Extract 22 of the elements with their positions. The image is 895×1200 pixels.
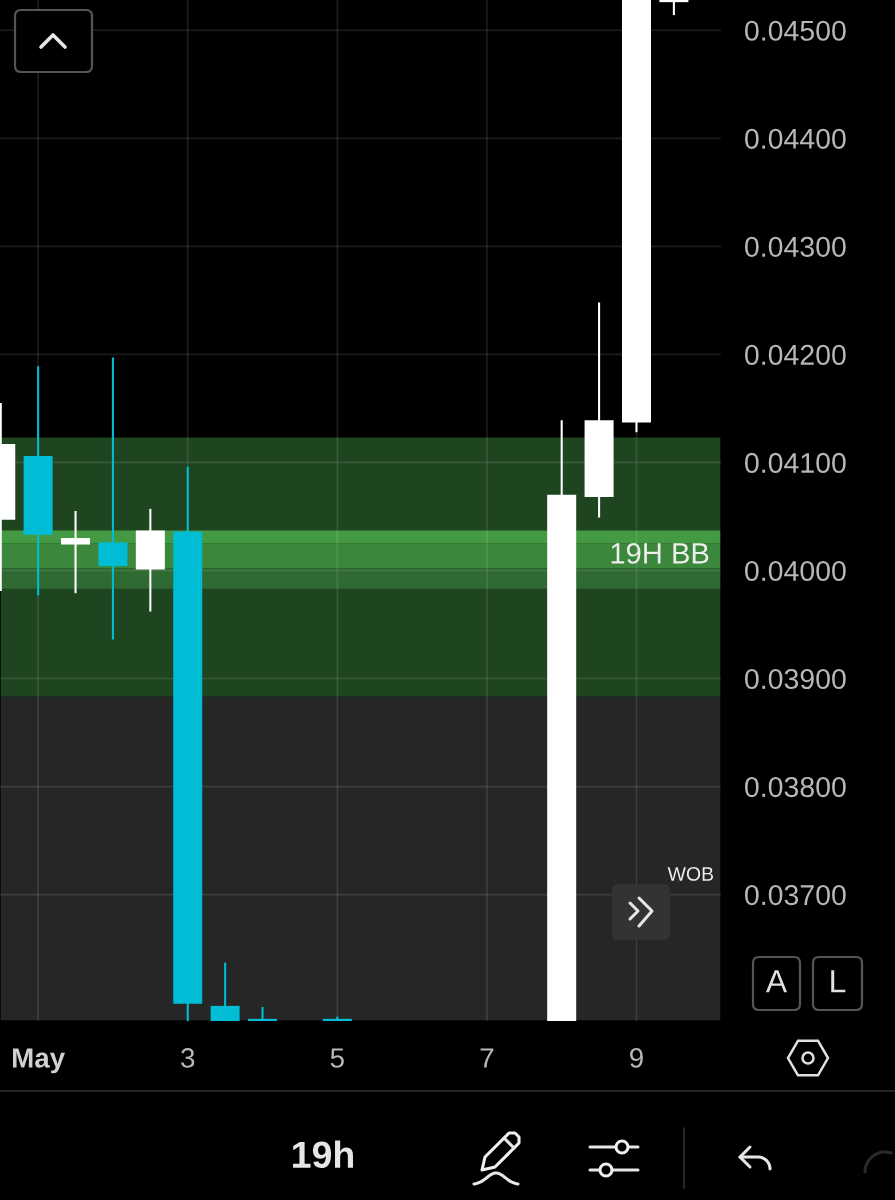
x-tick-label: 7	[480, 1048, 494, 1068]
y-tick-label: 0.04300	[745, 236, 846, 257]
y-tick-label: 0.03900	[745, 668, 846, 690]
candlestick	[61, 510, 91, 595]
y-tick-label: 0.04400	[745, 128, 846, 149]
candlestick	[98, 356, 128, 641]
y-tick-label: 0.04100	[745, 452, 846, 474]
y-tick-label: 0.04500	[745, 20, 846, 41]
x-tick-label: 3	[181, 1048, 195, 1068]
x-tick-label: 9	[630, 1048, 643, 1068]
y-tick-label: 0.04200	[745, 344, 846, 365]
text: L	[831, 970, 846, 993]
text: 19h	[293, 1140, 353, 1169]
candlestick	[248, 1005, 278, 1021]
text: A	[765, 970, 788, 993]
band-label: WOB	[667, 867, 714, 881]
x-tick-label: 5	[330, 1048, 344, 1068]
y-tick-label: 0.03700	[745, 885, 846, 906]
band-label: 19H BB	[611, 543, 709, 564]
x-tick-label: May	[12, 1048, 66, 1074]
y-tick-label: 0.04000	[745, 560, 846, 582]
y-tick-label: 0.03800	[745, 776, 846, 798]
